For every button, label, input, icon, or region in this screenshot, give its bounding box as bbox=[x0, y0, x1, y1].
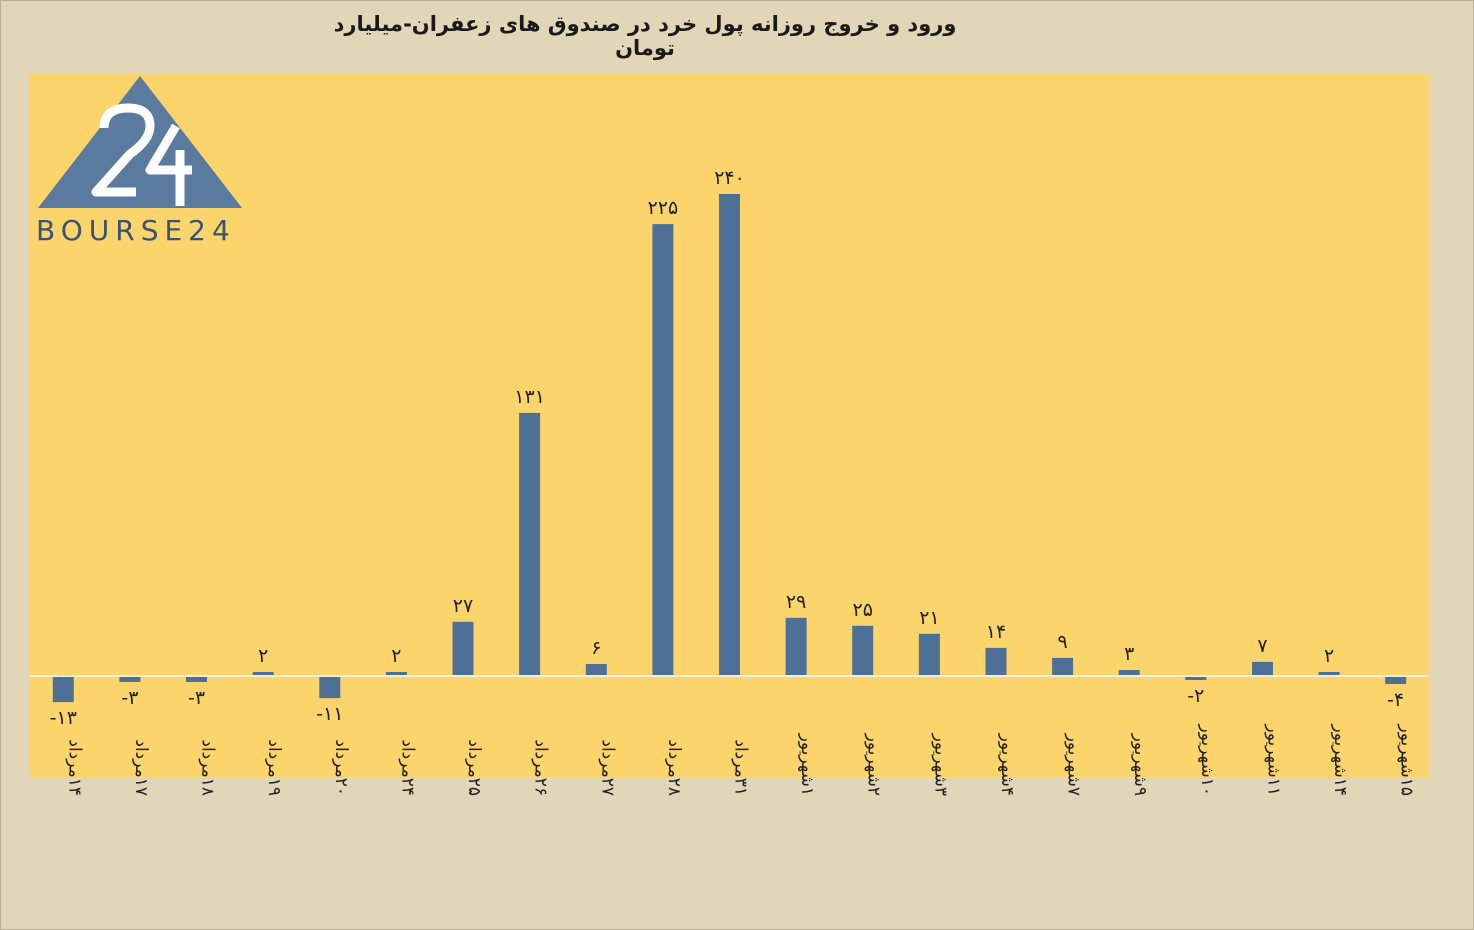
data-label-8: ۱۳۱ bbox=[514, 386, 545, 408]
bar-2 bbox=[119, 676, 141, 682]
bar-1 bbox=[52, 676, 74, 703]
x-tick-label-4: ۱۹مرداد bbox=[264, 739, 284, 796]
data-label-16: ۹ bbox=[1057, 631, 1067, 653]
data-label-14: ۲۱ bbox=[919, 607, 939, 629]
x-tick-label-10: ۲۸مرداد bbox=[664, 739, 684, 796]
data-label-19: ۷ bbox=[1257, 635, 1267, 657]
x-tick-label-6: ۲۴مرداد bbox=[397, 739, 417, 796]
x-tick-labels-group: ۱۴مرداد ۱۷مرداد ۱۸مرداد ۱۹مرداد ۲۰مرداد ۲۴مرد… bbox=[64, 724, 1416, 796]
bar-20 bbox=[1318, 672, 1340, 676]
x-tick-label-8: ۲۶مرداد bbox=[531, 739, 551, 796]
data-label-20: ۲ bbox=[1324, 645, 1334, 667]
x-tick-label-13: ۲شهریور bbox=[864, 733, 884, 796]
bar-19 bbox=[1252, 661, 1273, 676]
x-tick-label-1: ۱۴مرداد bbox=[64, 739, 84, 796]
bar-14 bbox=[918, 633, 940, 676]
bar-11 bbox=[719, 194, 740, 676]
bar-17 bbox=[1118, 670, 1140, 676]
data-label-13: ۲۵ bbox=[852, 599, 872, 621]
x-tick-label-19: ۱۱شهریور bbox=[1264, 724, 1284, 796]
bar-15 bbox=[985, 647, 1007, 676]
x-tick-label-9: ۲۷مرداد bbox=[597, 739, 617, 796]
x-tick-label-2: ۱۷مرداد bbox=[131, 739, 151, 796]
x-tick-label-14: ۳شهریور bbox=[930, 733, 950, 796]
data-label-1: -۱۳ bbox=[50, 707, 77, 729]
bourse24-logo: BOURSE24 bbox=[36, 76, 242, 247]
logo-text: BOURSE24 bbox=[36, 214, 236, 247]
bar-4 bbox=[252, 672, 274, 676]
bar-7 bbox=[452, 621, 474, 676]
logo-mark-2 bbox=[91, 103, 155, 197]
x-tick-label-16: ۷شهریور bbox=[1064, 733, 1084, 796]
chart-title: ورود و خروج روزانه پول خرد در صندوق های … bbox=[333, 12, 957, 60]
bar-10 bbox=[652, 224, 674, 676]
data-label-9: ۶ bbox=[591, 637, 601, 659]
x-tick-label-18: ۱۰شهریور bbox=[1197, 724, 1217, 796]
x-tick-label-17: ۹شهریور bbox=[1130, 733, 1150, 796]
x-tick-label-3: ۱۸مرداد bbox=[198, 739, 218, 796]
data-label-15: ۱۴ bbox=[986, 621, 1006, 643]
x-tick-label-5: ۲۰مرداد bbox=[331, 739, 351, 796]
x-tick-label-21: ۱۵شهریور bbox=[1397, 724, 1417, 796]
data-label-7: ۲۷ bbox=[453, 595, 473, 617]
x-tick-label-7: ۲۵مرداد bbox=[464, 739, 484, 796]
bar-9 bbox=[585, 664, 607, 677]
bar-3 bbox=[186, 676, 207, 682]
bars-group bbox=[52, 194, 1407, 703]
data-label-2: -۳ bbox=[121, 687, 138, 709]
data-label-12: ۲۹ bbox=[786, 591, 806, 613]
x-tick-label-20: ۱۴شهریور bbox=[1330, 724, 1350, 796]
x-tick-label-12: ۱شهریور bbox=[797, 733, 817, 796]
data-label-10: ۲۲۵ bbox=[648, 197, 679, 219]
bar-5 bbox=[319, 676, 341, 699]
bar-16 bbox=[1052, 657, 1074, 676]
bar-18 bbox=[1185, 676, 1207, 680]
data-label-18: -۲ bbox=[1187, 685, 1204, 707]
bar-8 bbox=[519, 412, 541, 676]
data-label-5: -۱۱ bbox=[316, 703, 343, 725]
data-label-6: ۲ bbox=[391, 645, 401, 667]
data-label-4: ۲ bbox=[258, 645, 268, 667]
data-label-11: ۲۴۰ bbox=[714, 167, 745, 189]
data-label-17: ۳ bbox=[1124, 643, 1134, 665]
x-tick-label-15: ۴شهریور bbox=[997, 733, 1017, 796]
data-labels-group: -۱۳ -۳ -۳ ۲ -۱۱ ۲ ۲۷ ۱۳۱ ۶ ۲۲۵ ۲۴۰ ۲۹ ۲۵ ۲۱ ۱۴ ۹ ۳ -۲ ۷ ۲ -۴ bbox=[50, 167, 1405, 729]
logo-mark-4 bbox=[145, 123, 192, 206]
bar-12 bbox=[785, 617, 807, 676]
bar-6 bbox=[385, 672, 407, 676]
bar-13 bbox=[852, 625, 874, 676]
bar-21 bbox=[1385, 676, 1407, 684]
data-label-3: -۳ bbox=[188, 687, 205, 709]
data-label-21: -۴ bbox=[1387, 689, 1404, 711]
x-tick-label-11: ۳۱مرداد bbox=[731, 739, 751, 796]
